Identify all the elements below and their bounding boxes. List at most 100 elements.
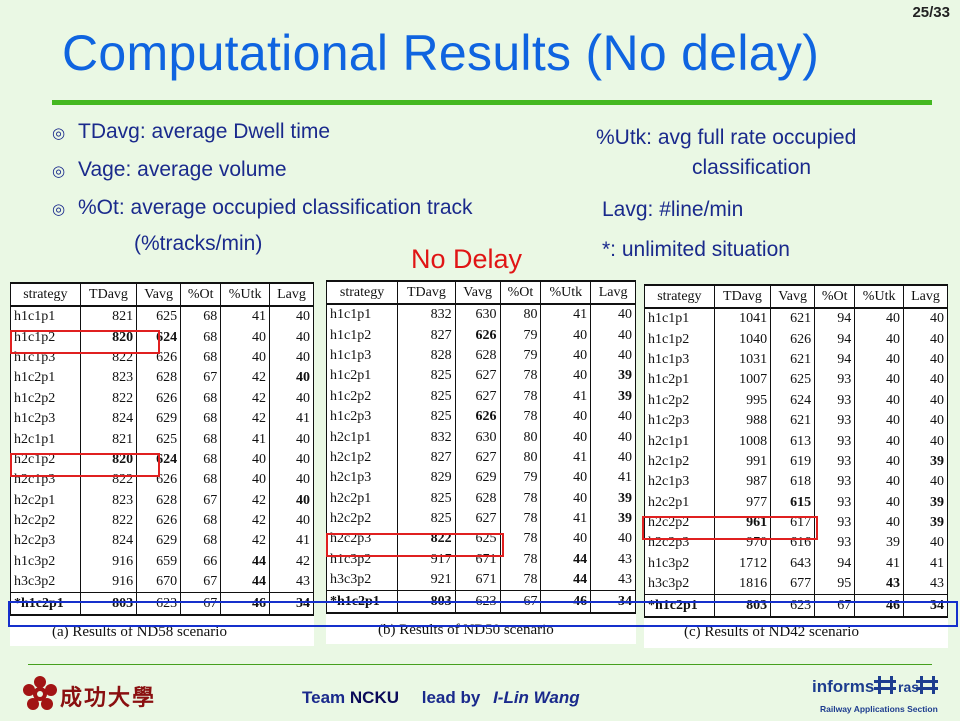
table-row: h1c3p2 917 671 78 44 43: [325, 549, 636, 571]
table-cell: 921: [397, 570, 456, 591]
table-cell: 630: [454, 427, 501, 448]
bullet-ot-text: %Ot: average occupied classification tra…: [78, 196, 473, 219]
column-header: TDavg: [79, 282, 138, 307]
table-cell: 42: [220, 531, 270, 552]
table-cell: h3c3p2: [325, 570, 399, 591]
table-cell: 40: [540, 488, 592, 509]
table-cell: 34: [269, 592, 314, 616]
table-cell: 629: [136, 408, 182, 430]
table-cell: 820: [79, 327, 138, 348]
table-cell: h2c2p2: [10, 510, 81, 532]
table-cell: 825: [397, 386, 456, 407]
table-cell: 46: [220, 592, 270, 616]
table-cell: 995: [713, 390, 772, 411]
table-cell: 991: [713, 451, 772, 473]
table-cell: 43: [590, 570, 636, 591]
table-cell: 626: [136, 510, 182, 532]
table-cell: 40: [854, 390, 904, 411]
table-cell: 41: [540, 304, 592, 326]
table-row: *h1c2p1 803 623 67 46 34: [10, 592, 314, 616]
table-row: h1c1p1 832 630 80 41 40: [325, 304, 636, 326]
table-cell: 40: [590, 427, 636, 448]
bullet-tdavg: ◎ TDavg: average Dwell time: [52, 118, 473, 156]
table-row: h3c3p2 1816 677 95 43 43: [644, 574, 948, 595]
highlight-unlimited-row: [8, 601, 958, 627]
table-panel-nd50: strategy TDavg Vavg %Ot %Utk Lavg h1c1p1 832 63…: [325, 280, 636, 644]
informs-sub-text: Railway Applications Section: [820, 704, 938, 714]
table-cell: 44: [540, 549, 592, 571]
table-cell: 40: [220, 449, 270, 471]
table-cell: h1c2p1: [10, 368, 81, 389]
table-cell: 621: [770, 349, 816, 371]
table-cell: 43: [854, 574, 904, 595]
table-cell: 80: [499, 447, 542, 469]
table-cell: 67: [180, 368, 222, 389]
table-cell: h1c2p1: [325, 366, 399, 387]
table-cell: 94: [814, 308, 856, 330]
table-cell: h1c2p2: [10, 388, 81, 409]
table-cell: h1c1p2: [10, 327, 81, 348]
table-row: h2c1p1 821 625 68 41 40: [10, 429, 314, 450]
table-cell: 43: [590, 549, 636, 571]
table-cell: 41: [903, 553, 948, 575]
bullet-tdavg-text: TDavg: average Dwell time: [78, 120, 331, 143]
table-cell: 40: [854, 410, 904, 432]
table-cell: 1008: [713, 431, 772, 452]
table-cell: 40: [854, 349, 904, 371]
table-cell: 80: [499, 304, 542, 326]
table-row: h2c2p3 824 629 68 42 41: [10, 531, 314, 552]
table-cell: h1c1p2: [644, 329, 715, 350]
table-cell: 40: [854, 472, 904, 493]
table-cell: 40: [903, 472, 948, 493]
table-cell: 627: [454, 447, 501, 469]
table-cell: 39: [854, 533, 904, 554]
table-cell: 40: [540, 345, 592, 367]
column-header: %Ot: [180, 282, 222, 307]
table-cell: 40: [590, 304, 636, 326]
table-row: h1c1p3 828 628 79 40 40: [325, 345, 636, 367]
table-cell: 671: [454, 570, 501, 591]
highlight-h2c2p2-nd42: [642, 516, 818, 540]
table-cell: 827: [397, 325, 456, 346]
table-cell: 803: [713, 594, 772, 618]
bullet-ot: ◎ %Ot: average occupied classification t…: [52, 194, 473, 232]
table-cell: h1c2p3: [10, 408, 81, 430]
table-cell: 1712: [713, 553, 772, 575]
table-cell: 41: [540, 447, 592, 469]
table-cell: 1041: [713, 308, 772, 330]
table-cell: 67: [180, 490, 222, 511]
no-delay-label: No Delay: [411, 244, 523, 274]
table-cell: 828: [397, 345, 456, 367]
caption-nd42: (c) Results of ND42 scenario: [684, 624, 859, 640]
table-row: h1c2p2 995 624 93 40 40: [644, 390, 948, 411]
table-cell: 41: [590, 468, 636, 489]
table-cell: 68: [180, 306, 222, 328]
table-cell: 628: [136, 368, 182, 389]
table-row: h1c2p1 825 627 78 40 39: [325, 366, 636, 387]
target-bullet-icon: ◎: [52, 162, 66, 180]
footer-team-name: NCKU: [349, 688, 399, 707]
table-cell: 40: [540, 325, 592, 346]
table-cell: 43: [269, 572, 314, 593]
results-table-nd50: strategy TDavg Vavg %Ot %Utk Lavg h1c1p1 832 63…: [325, 280, 636, 614]
table-row: h1c3p2 1712 643 94 41 41: [644, 553, 948, 575]
informs-logo-text: informs: [812, 677, 874, 696]
table-cell: h1c2p2: [644, 390, 715, 411]
table-cell: h1c3p2: [644, 553, 715, 575]
column-header: %Utk: [220, 282, 270, 307]
table-header-row: strategy TDavg Vavg %Ot %Utk Lavg: [325, 280, 636, 305]
table-cell: 40: [854, 451, 904, 473]
table-cell: h2c2p1: [10, 490, 81, 511]
results-table-nd58: strategy TDavg Vavg %Ot %Utk Lavg h1c1p1 821 62…: [10, 282, 314, 616]
table-cell: h1c2p3: [644, 410, 715, 432]
table-header-row: strategy TDavg Vavg %Ot %Utk Lavg: [10, 282, 314, 307]
table-cell: 68: [180, 510, 222, 532]
bullet-vage: ◎ Vage: average volume: [52, 156, 473, 194]
table-cell: 40: [540, 406, 592, 428]
table-cell: 916: [79, 572, 138, 593]
table-cell: 79: [499, 325, 542, 346]
note-utk-line2: classification: [692, 156, 812, 179]
table-cell: 670: [136, 572, 182, 593]
table-cell: h1c2p3: [325, 406, 399, 428]
table-cell: 626: [136, 388, 182, 409]
